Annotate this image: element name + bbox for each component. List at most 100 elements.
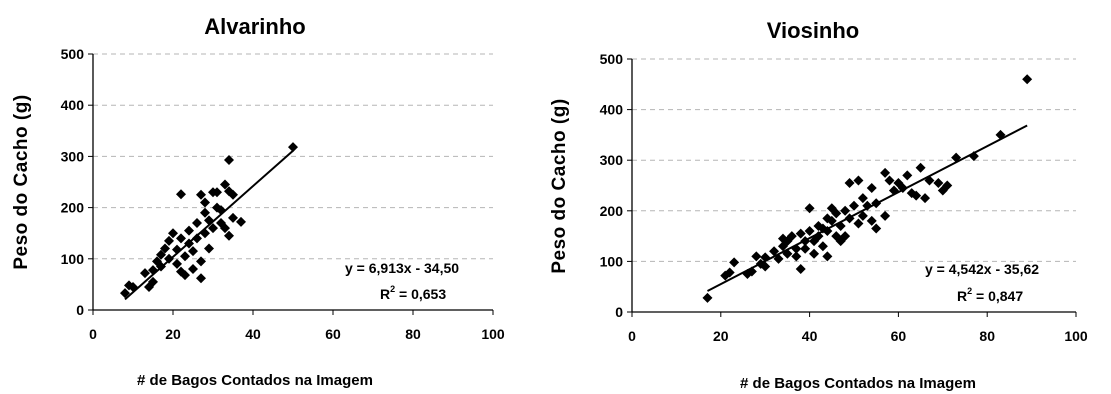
data-point [192,233,202,244]
data-point [915,162,926,173]
data-point [786,231,797,242]
x-tick-label: 40 [802,328,818,344]
data-point [942,180,953,191]
data-point [880,210,891,221]
data-point [168,228,178,239]
data-point [160,243,170,254]
data-point [760,261,771,272]
data-point [184,225,194,236]
y-tick-label: 500 [61,46,85,62]
data-point [822,251,833,262]
x-tick-label: 20 [713,328,729,344]
data-point [156,249,166,260]
y-tick-label: 200 [61,200,85,216]
data-point [148,276,158,287]
regression-equation: y = 6,913x - 34,50 [345,260,459,276]
r-squared-prefix: R [957,288,967,304]
data-points [120,142,298,299]
data-point [164,235,174,246]
data-point [933,177,944,188]
data-point [791,251,802,262]
y-axis-label: Peso do Cacho (g) [549,98,570,273]
y-tick-label: 500 [600,51,624,67]
x-tick-label: 100 [481,326,505,342]
chart-viosinho: Viosinho 0 100 200 300 400 500 0 20 40 60 80 100 y… [549,18,1088,392]
y-tick-label: 200 [600,203,624,219]
data-point [212,187,222,198]
data-point [831,208,842,219]
data-point [729,257,740,268]
y-tick-label: 400 [61,97,85,113]
x-tick-label: 60 [891,328,907,344]
data-point [857,210,868,221]
data-point [192,217,202,228]
data-point [200,197,210,208]
data-point [220,179,230,190]
data-point [224,154,234,165]
r-squared-value: = 0,653 [395,286,446,302]
x-tick-label: 80 [979,328,995,344]
data-point [176,189,186,200]
r-squared-superscript: 2 [967,286,972,296]
data-point [188,264,198,275]
y-tick-label: 0 [76,302,84,318]
x-tick-labels: 0 20 40 60 80 100 [89,326,505,342]
data-point [220,223,230,234]
y-axis-label: Peso do Cacho (g) [11,94,32,269]
data-point [920,193,931,204]
r-squared-value: = 0,847 [972,288,1023,304]
data-point [140,268,150,279]
data-point [849,200,859,211]
r-squared: R2 = 0,847 [957,286,1023,304]
data-point [200,207,210,218]
x-axis-label: # de Bagos Contados na Imagem [137,372,373,389]
data-point [180,270,190,281]
y-tick-label: 100 [600,253,624,269]
x-tick-label: 80 [405,326,421,342]
data-point [702,292,713,303]
data-point [724,267,735,278]
data-point [866,215,877,226]
data-point [288,142,298,153]
data-point [228,189,238,200]
data-point [840,205,851,216]
data-point [813,231,824,242]
y-tick-label: 100 [61,251,85,267]
data-point [196,189,206,200]
data-point [866,183,877,194]
data-point [208,223,218,234]
data-point [204,243,214,254]
r-squared-prefix: R [380,286,390,302]
data-point [902,170,913,181]
data-point [196,273,206,284]
gridlines [88,53,494,315]
data-point [880,167,891,178]
data-point [224,230,234,241]
r-squared-superscript: 2 [390,284,395,294]
data-point [857,193,868,204]
data-point [176,233,186,244]
axes [631,59,1076,313]
y-tick-label: 0 [615,304,623,320]
data-point [809,248,820,259]
axes [92,54,493,311]
chart-title: Viosinho [767,18,860,43]
x-tick-label: 0 [89,326,97,342]
data-point [853,175,864,186]
data-point [844,177,855,188]
r-squared: R2 = 0,653 [380,284,446,302]
data-point [853,218,864,229]
data-point [795,228,806,239]
data-point [188,246,198,257]
x-tick-label: 60 [325,326,341,342]
data-point [840,231,851,242]
data-point [172,258,182,269]
data-point [884,175,895,186]
gridlines [627,58,1077,317]
x-axis-label: # de Bagos Contados na Imagem [740,375,976,392]
data-point [236,216,246,227]
data-point [804,226,815,237]
data-point [871,223,882,234]
